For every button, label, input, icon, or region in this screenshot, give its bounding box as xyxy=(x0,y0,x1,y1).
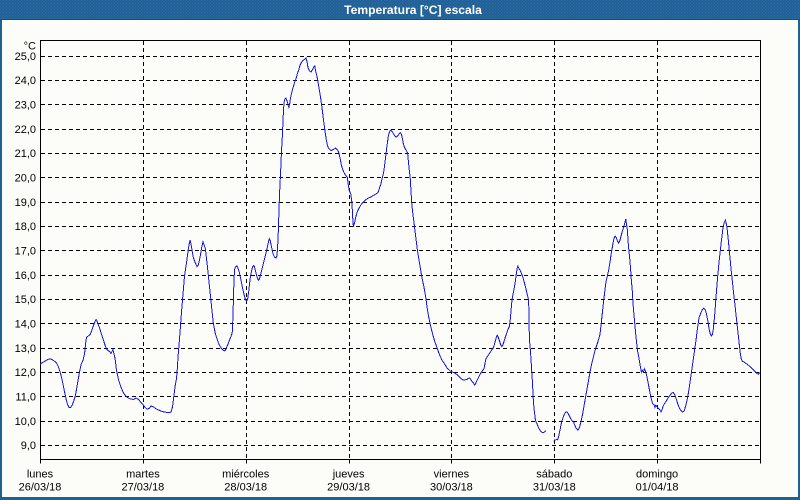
svg-text:sábado: sábado xyxy=(536,469,572,481)
svg-text:23,0: 23,0 xyxy=(15,99,36,111)
svg-text:14,0: 14,0 xyxy=(15,319,36,331)
svg-text:27/03/18: 27/03/18 xyxy=(121,482,164,494)
svg-text:30/03/18: 30/03/18 xyxy=(430,482,473,494)
svg-text:16,0: 16,0 xyxy=(15,270,36,282)
svg-text:°C: °C xyxy=(24,41,36,53)
svg-text:13,0: 13,0 xyxy=(15,343,36,355)
svg-text:12,0: 12,0 xyxy=(15,367,36,379)
svg-text:29/03/18: 29/03/18 xyxy=(327,482,370,494)
svg-text:19,0: 19,0 xyxy=(15,197,36,209)
svg-text:26/03/18: 26/03/18 xyxy=(19,482,62,494)
svg-text:Temperatura [°C] escala: Temperatura [°C] escala xyxy=(344,3,482,17)
svg-text:20,0: 20,0 xyxy=(15,173,36,185)
svg-text:21,0: 21,0 xyxy=(15,148,36,160)
svg-text:18,0: 18,0 xyxy=(15,221,36,233)
svg-text:jueves: jueves xyxy=(332,469,365,481)
svg-text:28/03/18: 28/03/18 xyxy=(224,482,267,494)
svg-text:01/04/18: 01/04/18 xyxy=(636,482,679,494)
svg-text:10,0: 10,0 xyxy=(15,416,36,428)
svg-text:9,0: 9,0 xyxy=(21,440,36,452)
svg-text:viernes: viernes xyxy=(434,469,470,481)
svg-text:17,0: 17,0 xyxy=(15,246,36,258)
svg-text:lunes: lunes xyxy=(27,469,54,481)
svg-text:martes: martes xyxy=(126,469,160,481)
svg-text:24,0: 24,0 xyxy=(15,75,36,87)
svg-text:25,0: 25,0 xyxy=(15,51,36,63)
svg-text:miércoles: miércoles xyxy=(222,469,270,481)
svg-text:11,0: 11,0 xyxy=(15,392,36,404)
svg-text:22,0: 22,0 xyxy=(15,124,36,136)
svg-text:15,0: 15,0 xyxy=(15,294,36,306)
svg-text:domingo: domingo xyxy=(636,469,678,481)
svg-text:31/03/18: 31/03/18 xyxy=(533,482,576,494)
